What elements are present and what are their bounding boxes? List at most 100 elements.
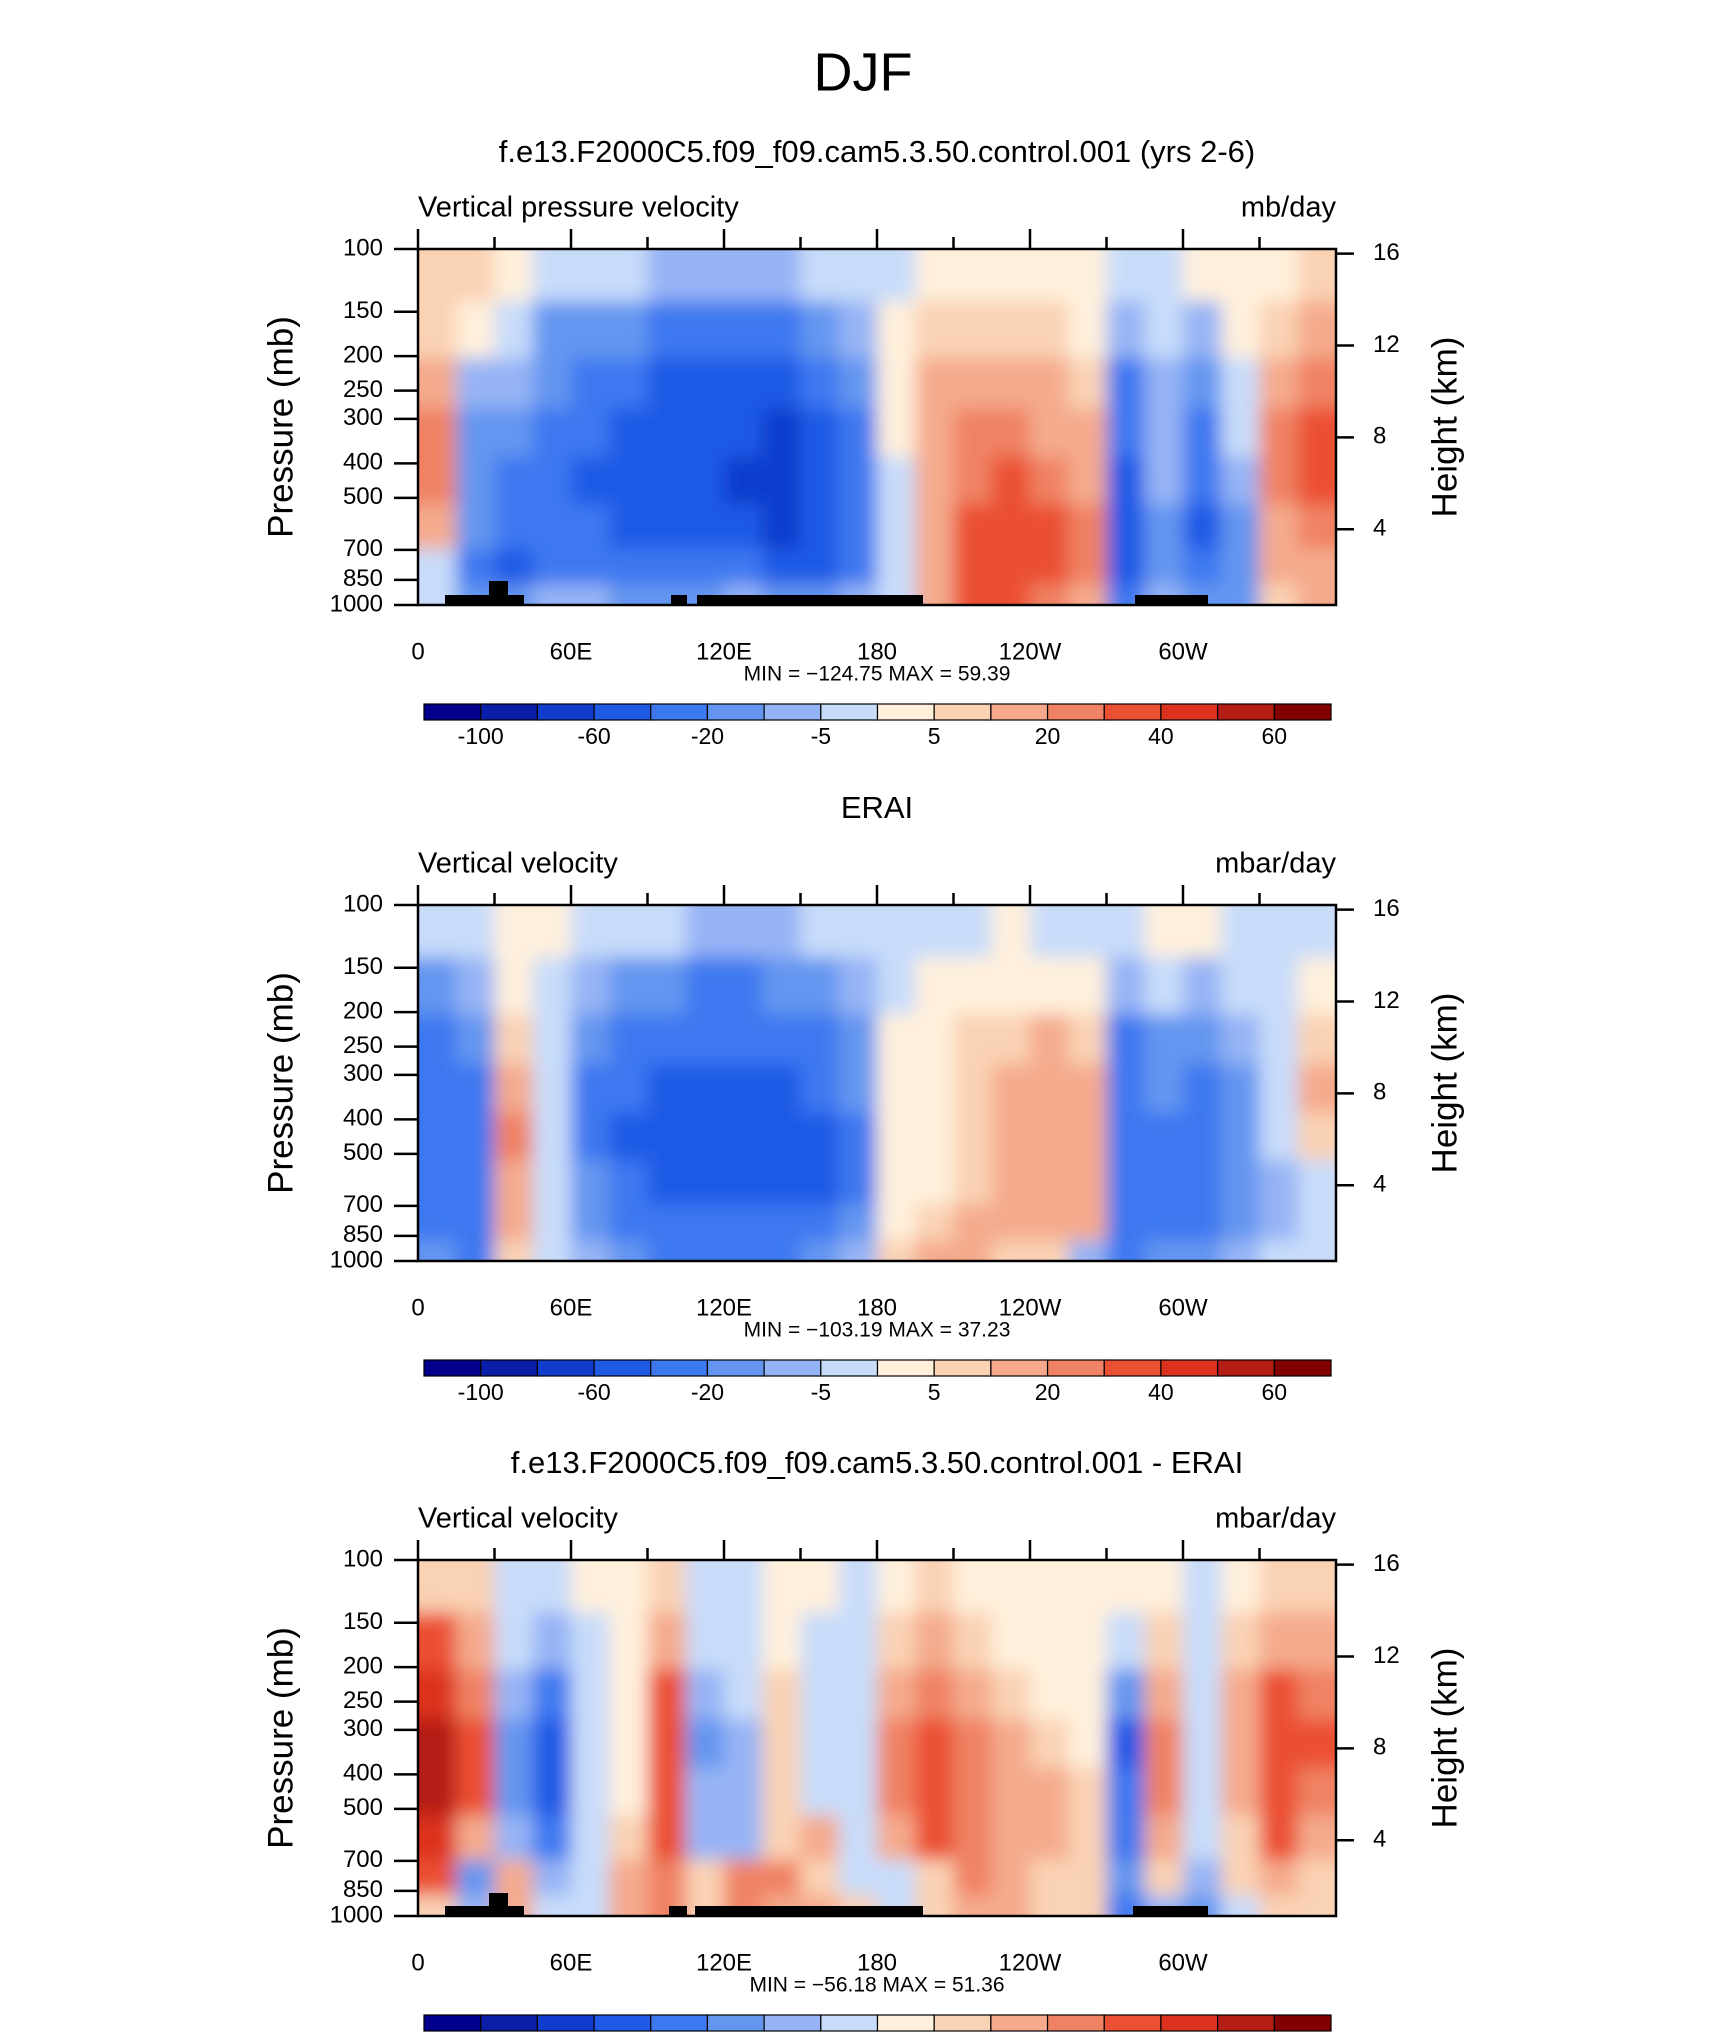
field-cell — [609, 1611, 648, 1670]
field-cell — [1259, 1859, 1299, 1896]
field-cell — [647, 357, 687, 409]
field-cell — [609, 249, 648, 302]
field-cell — [571, 1668, 610, 1720]
field-cell — [494, 956, 534, 1015]
field-cell — [1030, 357, 1069, 409]
field-cell — [877, 956, 916, 1015]
field-cell — [915, 300, 954, 359]
y-tick-label: 250 — [343, 1032, 383, 1059]
field-cell — [1144, 249, 1184, 302]
field-cell — [953, 1611, 993, 1670]
field-cell — [647, 503, 687, 549]
field-cell — [1297, 956, 1336, 1015]
field-cell — [1259, 1204, 1299, 1241]
field-cell — [915, 1159, 954, 1205]
field-cell — [1183, 1767, 1222, 1816]
field-cell — [1221, 1611, 1260, 1670]
field-cell — [762, 1668, 801, 1720]
field-cell — [838, 1112, 878, 1161]
field-cell — [838, 1560, 878, 1613]
field-cell — [1183, 1560, 1222, 1613]
field-cell — [953, 1814, 993, 1860]
y-tick-label: 400 — [343, 1760, 383, 1787]
field-cell — [647, 956, 687, 1015]
field-cell — [1106, 905, 1146, 958]
field-cell — [647, 1894, 687, 1916]
field-cell — [1106, 1204, 1146, 1241]
field-cell — [494, 300, 534, 359]
field-cell — [1297, 1204, 1336, 1241]
field-cell — [953, 1013, 993, 1065]
field-cell — [647, 1767, 687, 1816]
field-cell — [1068, 1560, 1107, 1613]
field-cell — [685, 1063, 725, 1113]
field-cell — [1144, 1239, 1184, 1261]
colorbar-box — [650, 703, 709, 721]
field-cell — [877, 1718, 916, 1768]
field-cell — [456, 1112, 495, 1161]
field-cell — [762, 1159, 801, 1205]
field-cell — [915, 1112, 954, 1161]
field-cell — [1259, 583, 1299, 605]
left-label: Vertical velocity — [418, 848, 618, 880]
field-cell — [1144, 456, 1184, 505]
field-cell — [1030, 1894, 1069, 1916]
field-cell — [762, 1718, 801, 1768]
colorbar-box — [1046, 1359, 1105, 1377]
field-cell — [915, 503, 954, 549]
field-cell — [494, 1668, 534, 1720]
field-cell — [1221, 956, 1260, 1015]
colorbar-label: 5 — [928, 1379, 941, 1405]
field-cell — [1259, 1063, 1299, 1113]
field-cell — [647, 1063, 687, 1113]
field-cell — [1259, 956, 1299, 1015]
field-cell — [685, 300, 725, 359]
field-cell — [456, 1814, 495, 1860]
field-cell — [532, 1159, 572, 1205]
field-cell — [1106, 548, 1146, 585]
y2-tick-label: 8 — [1373, 423, 1386, 450]
field-2 — [418, 1560, 1336, 1916]
right-label: mbar/day — [1215, 848, 1336, 880]
stats: MIN = −103.19 MAX = 37.23 — [744, 1319, 1011, 1342]
field-cell — [724, 1239, 763, 1261]
field-cell — [494, 1814, 534, 1860]
field-cell — [1297, 1668, 1336, 1720]
field-cell — [1106, 1611, 1146, 1670]
field-cell — [1297, 1112, 1336, 1161]
field-cell — [991, 1814, 1031, 1860]
colorbar-box — [933, 1359, 992, 1377]
field-cell — [838, 1204, 878, 1241]
y2-tick-label: 16 — [1373, 895, 1400, 922]
field-cell — [609, 407, 648, 457]
field-cell — [532, 357, 572, 409]
field-cell — [1068, 1894, 1107, 1916]
terrain — [695, 1906, 923, 1917]
field-cell — [991, 1894, 1031, 1916]
field-cell — [724, 1718, 763, 1768]
field-cell — [877, 548, 916, 585]
field-cell — [762, 1112, 801, 1161]
field-cell — [609, 1560, 648, 1613]
y-tick-label: 400 — [343, 1105, 383, 1132]
field-cell — [762, 300, 801, 359]
field-cell — [571, 1239, 610, 1261]
field-cell — [838, 1013, 878, 1065]
colorbar-box — [423, 1359, 482, 1377]
field-cell — [838, 357, 878, 409]
y-tick-label: 500 — [343, 1794, 383, 1821]
colorbar-box — [536, 703, 595, 721]
field-cell — [1068, 407, 1107, 457]
field-cell — [494, 1718, 534, 1768]
field-cell — [800, 456, 840, 505]
colorbar-box — [1273, 703, 1332, 721]
field-cell — [762, 503, 801, 549]
field-cell — [685, 1859, 725, 1896]
field-cell — [762, 249, 801, 302]
field-cell — [915, 583, 954, 605]
field-cell — [877, 1013, 916, 1065]
x-tick-label: 60E — [550, 1949, 593, 1976]
field-cell — [685, 1668, 725, 1720]
field-cell — [1106, 1013, 1146, 1065]
